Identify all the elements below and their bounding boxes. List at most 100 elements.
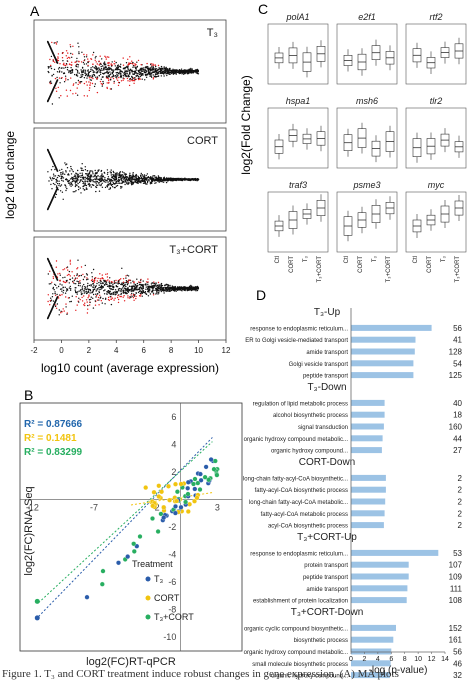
gene-boxplot-myc: myc Ctl CORT T₃ T₃+CORT bbox=[405, 180, 467, 283]
go-term-label: organic hydroxy compound metabolic... bbox=[244, 437, 349, 443]
ma-points bbox=[46, 257, 200, 320]
go-term-label: long-chain fatty-acyl-CoA biosynthetic..… bbox=[243, 476, 348, 482]
go-x-tick: 10 bbox=[414, 656, 422, 663]
panel-label-b: B bbox=[24, 387, 33, 403]
scatter-y-tick: -6 bbox=[168, 577, 176, 587]
go-term-label: organic hydroxy compound... bbox=[271, 674, 348, 680]
go-term-label: regulation of lipid metabolic process bbox=[253, 401, 348, 407]
go-gene-count: 27 bbox=[453, 446, 462, 455]
go-x-tick: 14 bbox=[441, 656, 449, 663]
go-x-tick: 8 bbox=[403, 656, 407, 663]
gene-title: hspa1 bbox=[286, 96, 311, 106]
go-term-label: signal transduction bbox=[298, 425, 348, 431]
go-bar bbox=[351, 372, 414, 379]
go-group-title: T₃+CORT-Up bbox=[297, 532, 357, 543]
go-term-label: peptide transport bbox=[303, 575, 348, 581]
go-term-label: fatty-acyl-CoA metabolic process bbox=[261, 512, 348, 518]
ma-points bbox=[46, 40, 200, 105]
go-gene-count: 125 bbox=[449, 371, 463, 380]
scatter-frame bbox=[19, 402, 243, 652]
box-x-label: T₃+CORT bbox=[317, 256, 323, 283]
scatter-x-tick: 3 bbox=[215, 502, 220, 512]
gene-title: rtf2 bbox=[429, 12, 442, 22]
go-term-label: amide transport bbox=[306, 587, 348, 593]
go-bar-chart: T₃-Up response to endoplasmic reticulum..… bbox=[243, 307, 463, 680]
legend-swatch bbox=[145, 595, 151, 601]
box-x-label: T₃ bbox=[372, 255, 378, 262]
gene-title: traf3 bbox=[289, 180, 307, 190]
go-bar bbox=[351, 549, 439, 556]
r2-label: R² = 0.83299 bbox=[24, 447, 83, 458]
go-group: T₃+CORT-Down organic cyclic compound bios… bbox=[244, 607, 463, 680]
go-term-label: establishment of protein localization bbox=[253, 599, 348, 605]
go-gene-count: 2 bbox=[458, 521, 463, 530]
gene-boxplot-traf3: traf3 Ctl CORT T₃ T₃+CORT bbox=[267, 180, 329, 283]
go-gene-count: 40 bbox=[453, 399, 462, 408]
go-bar bbox=[351, 522, 384, 529]
go-x-label: -log (p-value) bbox=[369, 665, 428, 676]
ma-x-tick: 12 bbox=[222, 346, 231, 355]
ma-facet: T₃ bbox=[33, 19, 227, 124]
scatter-y-tick: 6 bbox=[171, 412, 176, 422]
go-gene-count: 2 bbox=[458, 498, 463, 507]
ma-x-tick: 0 bbox=[59, 346, 64, 355]
gene-boxplot-rtf2: rtf2 bbox=[405, 12, 467, 85]
r2-label: R² = 0.87666 bbox=[24, 419, 83, 430]
go-term-label: response to endoplasmic reticulum... bbox=[250, 551, 348, 557]
go-bar bbox=[351, 636, 394, 643]
go-group: CORT-Down long-chain fatty-acyl-CoA biosy… bbox=[243, 457, 463, 530]
scatter-x-tick: -7 bbox=[90, 502, 98, 512]
go-group-title: T₃+CORT-Down bbox=[291, 607, 364, 618]
ma-x-tick: 6 bbox=[141, 346, 146, 355]
go-gene-count: 46 bbox=[453, 659, 462, 668]
ma-facet: T₃+CORT bbox=[33, 236, 227, 341]
go-bar bbox=[351, 624, 396, 631]
go-term-label: response to endoplasmic reticulum... bbox=[250, 326, 348, 332]
go-group-title: CORT-Down bbox=[299, 457, 356, 468]
go-bar bbox=[351, 399, 385, 406]
scatter-y-tick: -8 bbox=[168, 605, 176, 615]
ma-x-tick: -2 bbox=[30, 346, 38, 355]
gene-boxplots: polA1 e2f1 rtf2 hspa1 msh6 tlr2 traf3 Ctl CORT T₃… bbox=[267, 12, 467, 283]
gene-boxplot-hspa1: hspa1 bbox=[267, 96, 329, 169]
go-term-label: organic hydroxy compound... bbox=[271, 449, 348, 455]
gene-title: e2f1 bbox=[358, 12, 376, 22]
go-bar bbox=[351, 573, 409, 580]
figure-caption: Figure 1. T₃ and CORT treatment induce r… bbox=[2, 668, 399, 680]
go-bar bbox=[351, 585, 408, 592]
box-x-label: CORT bbox=[289, 256, 295, 273]
box-x-label: CORT bbox=[358, 256, 364, 273]
go-bar bbox=[351, 672, 390, 679]
scatter-y-tick: 4 bbox=[171, 439, 176, 449]
go-bar bbox=[351, 510, 385, 517]
ma-x-ticks: -2 0 2 4 6 8 10 12 bbox=[30, 340, 231, 355]
go-bar bbox=[351, 660, 391, 667]
go-gene-count: 56 bbox=[453, 324, 462, 333]
box-x-label: T₃+CORT bbox=[455, 256, 461, 283]
ma-plots: T₃ CORT T₃+CORT bbox=[33, 19, 227, 341]
go-gene-count: 2 bbox=[458, 509, 463, 518]
ma-facet-label: T₃ bbox=[207, 27, 218, 39]
go-gene-count: 44 bbox=[453, 434, 462, 443]
go-gene-count: 2 bbox=[458, 486, 463, 495]
go-bar bbox=[351, 447, 382, 454]
go-bar bbox=[351, 597, 407, 604]
panel-label-a: A bbox=[30, 3, 40, 19]
go-term-label: organic cyclic compound biosynthetic... bbox=[244, 626, 348, 632]
gene-title: myc bbox=[428, 180, 445, 190]
go-term-label: acyl-CoA biosynthetic process bbox=[268, 524, 348, 530]
go-term-label: peptide transport bbox=[303, 374, 348, 380]
gene-boxplot-e2f1: e2f1 bbox=[336, 12, 398, 85]
go-x-tick: 12 bbox=[428, 656, 436, 663]
go-gene-count: 109 bbox=[449, 573, 463, 582]
go-term-label: biosynthetic process bbox=[294, 638, 348, 644]
go-bar bbox=[351, 435, 383, 442]
scatter-x-tick: -12 bbox=[26, 502, 39, 512]
go-bar bbox=[351, 648, 392, 655]
panel-label-d: D bbox=[256, 287, 266, 303]
ma-x-tick: 2 bbox=[87, 346, 92, 355]
go-group: T₃-Up response to endoplasmic reticulum..… bbox=[245, 307, 462, 380]
go-bar bbox=[351, 498, 386, 505]
go-gene-count: 108 bbox=[449, 596, 463, 605]
go-bar bbox=[351, 360, 414, 367]
